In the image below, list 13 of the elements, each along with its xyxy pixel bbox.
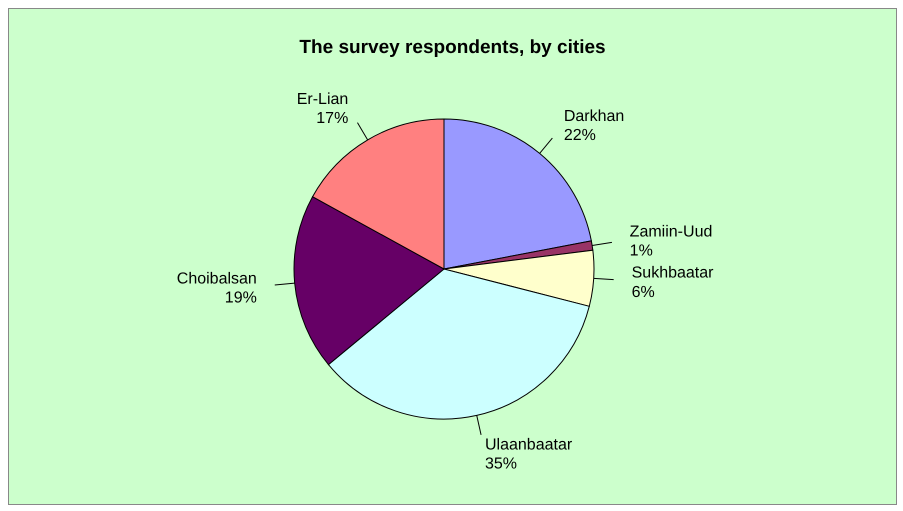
data-label: 6%	[632, 284, 655, 301]
data-label: 35%	[485, 455, 518, 472]
slice-label: Ulaanbaatar	[485, 436, 573, 454]
slice-label: Choibalsan	[176, 270, 257, 288]
slice-label: Sukhbaatar	[632, 264, 714, 282]
chart-title: The survey respondents, by cities	[298, 36, 607, 59]
data-label: 19%	[224, 290, 257, 307]
slice-label: Er-Lian	[296, 90, 348, 108]
data-label: 1%	[630, 242, 653, 260]
data-label: 17%	[316, 110, 348, 128]
slice-label: Darkhan	[564, 108, 624, 125]
slice-label: Zamiin-Uud	[630, 223, 712, 240]
data-label: 22%	[564, 127, 596, 144]
